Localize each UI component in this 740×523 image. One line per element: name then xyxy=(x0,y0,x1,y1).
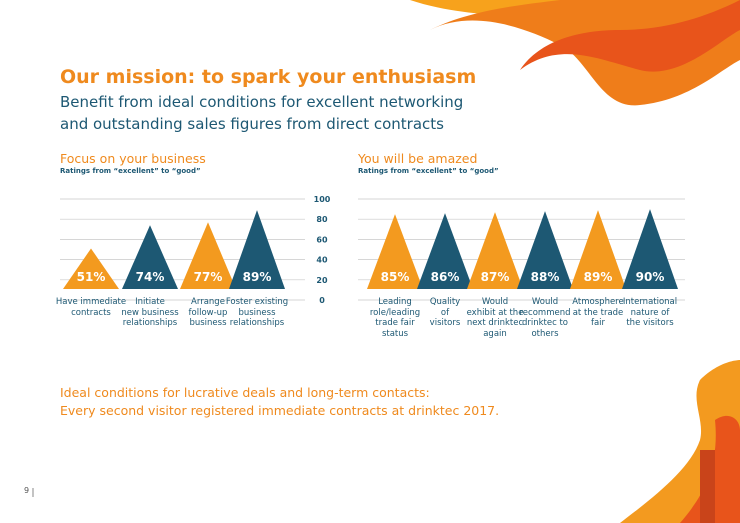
value-label: 86% xyxy=(431,270,460,284)
triangle xyxy=(63,248,119,289)
chart-title: You will be amazed xyxy=(358,151,478,166)
y-tick-label: 100 xyxy=(314,195,331,204)
value-label: 88% xyxy=(531,270,560,284)
chart-title: Focus on your business xyxy=(60,151,206,166)
y-tick-label: 20 xyxy=(316,276,328,285)
x-tick-label: Leading role/leading trade fair status xyxy=(369,297,421,339)
x-tick-label: Arrange follow-up business xyxy=(188,297,228,328)
chart-subtitle: Ratings from “excellent” to “good” xyxy=(358,167,499,175)
chart-subtitle: Ratings from “excellent” to “good” xyxy=(60,167,201,175)
x-tick-label: Initiate new business relationships xyxy=(121,297,179,328)
value-label: 85% xyxy=(381,270,410,284)
page-number: 9 xyxy=(24,486,30,495)
triangle xyxy=(417,213,473,289)
value-label: 89% xyxy=(243,270,272,284)
x-tick-label: Foster existing business relationships xyxy=(225,297,289,328)
triangle xyxy=(180,222,236,289)
footer: Ideal conditions for lucrative deals and… xyxy=(60,385,500,418)
x-tick-label: Have immediate contracts xyxy=(55,297,127,318)
value-label: 51% xyxy=(77,270,106,284)
triangle xyxy=(229,210,285,289)
triangle xyxy=(570,210,626,289)
value-label: 77% xyxy=(194,270,223,284)
triangle xyxy=(517,211,573,289)
triangle xyxy=(367,214,423,289)
y-tick-label: 80 xyxy=(316,215,328,224)
triangle xyxy=(467,212,523,289)
y-tick-label: 60 xyxy=(316,235,328,244)
value-label: 89% xyxy=(584,270,613,284)
y-tick-label: 0 xyxy=(319,296,325,305)
y-tick-label: 40 xyxy=(316,256,328,265)
value-label: 87% xyxy=(481,270,510,284)
x-tick-label: Atmosphere at the trade fair xyxy=(572,297,624,328)
flame xyxy=(520,0,740,72)
value-label: 90% xyxy=(636,270,665,284)
value-label: 74% xyxy=(136,270,165,284)
flame xyxy=(700,450,715,523)
x-tick-label: Would recommend drinktec to others xyxy=(519,297,571,339)
x-tick-label: International nature of the visitors xyxy=(622,297,678,328)
x-tick-label: Quality of visitors xyxy=(429,297,461,328)
flame xyxy=(680,415,740,523)
triangle xyxy=(622,209,678,289)
x-tick-label: Would exhibit at the next drinktec again xyxy=(466,297,524,339)
triangle xyxy=(122,225,178,289)
subtitle: Benefit from ideal conditions for excell… xyxy=(60,93,464,133)
title: Our mission: to spark your enthusiasm xyxy=(60,66,477,88)
